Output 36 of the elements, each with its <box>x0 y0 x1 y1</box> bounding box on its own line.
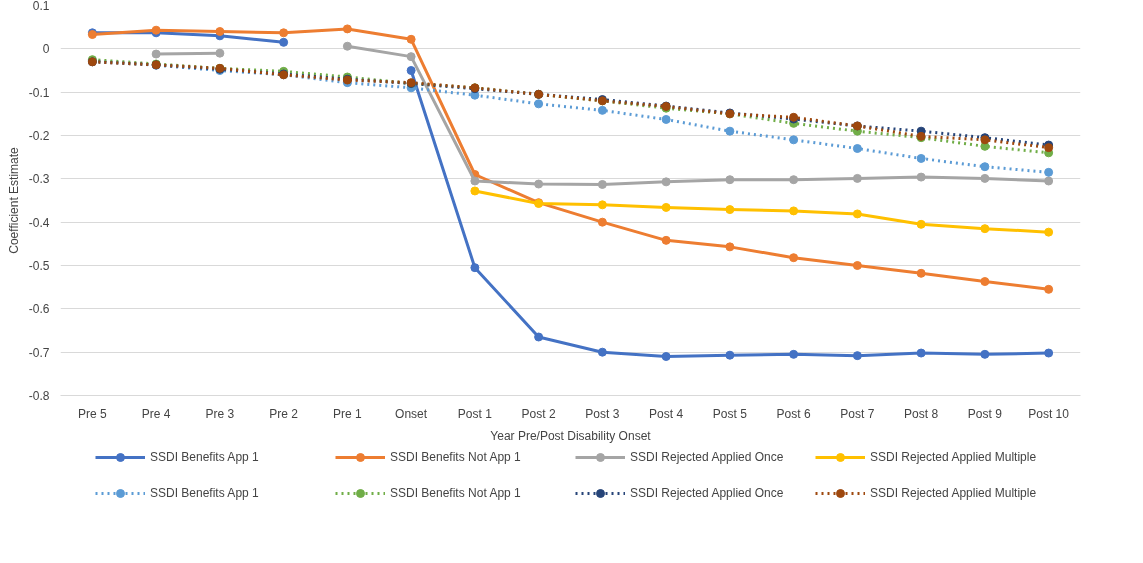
y-tick-label: -0.3 <box>28 172 50 187</box>
x-tick-label: Post 9 <box>967 406 1003 421</box>
legend-label: SSDI Rejected Applied Once <box>630 486 785 500</box>
y-tick-label: -0.4 <box>28 215 50 230</box>
y-tick-label: -0.5 <box>28 259 50 273</box>
legend-label: SSDI Benefits Not App 1 <box>390 450 522 464</box>
x-tick-label: Pre 4 <box>141 406 171 421</box>
x-axis-title: Year Pre/Post Disability Onset <box>490 428 652 443</box>
x-tick-label: Post 1 <box>457 406 493 421</box>
legend-label: SSDI Rejected Applied Multiple <box>870 450 1038 464</box>
x-tick-label: Post 10 <box>1028 406 1070 421</box>
y-tick-label: 0 <box>42 42 50 57</box>
y-tick-label: -0.6 <box>28 302 50 317</box>
x-tick-label: Post 7 <box>840 406 875 421</box>
y-axis-title: Coefficient Estimate <box>6 146 21 254</box>
y-tick-label: -0.1 <box>28 85 50 100</box>
x-tick-label: Post 8 <box>904 406 939 421</box>
x-tick-label: Post 5 <box>712 406 748 421</box>
legend-label: SSDI Benefits App 1 <box>150 486 260 500</box>
x-tick-label: Pre 1 <box>333 406 363 421</box>
y-tick-label: -0.2 <box>28 129 50 143</box>
y-tick-label: 0.1 <box>32 0 50 13</box>
legend-label: SSDI Benefits App 1 <box>150 450 260 464</box>
x-tick-label: Onset <box>395 406 428 421</box>
legend-label: SSDI Rejected Applied Once <box>630 450 785 464</box>
y-tick-label: -0.7 <box>28 345 50 360</box>
x-tick-label: Post 4 <box>649 406 684 421</box>
x-tick-label: Post 6 <box>776 406 811 421</box>
x-tick-label: Pre 2 <box>269 406 299 421</box>
x-tick-label: Pre 3 <box>205 406 235 421</box>
x-tick-label: Pre 5 <box>78 406 108 421</box>
legend-label: SSDI Benefits Not App 1 <box>390 486 522 500</box>
x-tick-label: Post 3 <box>585 406 620 421</box>
legend-label: SSDI Rejected Applied Multiple <box>870 486 1038 500</box>
y-tick-label: -0.8 <box>28 389 50 403</box>
x-tick-label: Post 2 <box>521 406 556 421</box>
